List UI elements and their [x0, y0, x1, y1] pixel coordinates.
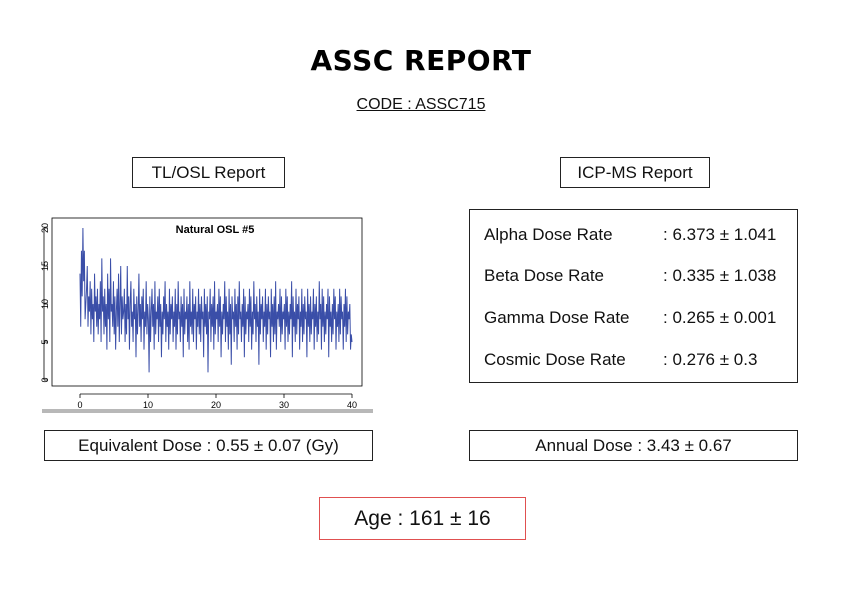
chart-underline	[42, 409, 373, 413]
x-tick-label: 0	[77, 400, 82, 410]
y-tick-label: 10	[40, 299, 50, 309]
series-line-0	[79, 227, 353, 373]
equivalent-dose: Equivalent Dose : 0.55 ± 0.07 (Gy)	[44, 430, 373, 461]
report-title: ASSC REPORT	[310, 44, 532, 77]
dose-rates-panel: Alpha Dose Rate : 6.373 ± 1.041 Beta Dos…	[469, 209, 798, 383]
x-tick-label: 20	[211, 400, 221, 410]
y-tick-label: 15	[40, 261, 50, 271]
annual-dose: Annual Dose : 3.43 ± 0.67	[469, 430, 798, 461]
dose-rate-value: : 6.373 ± 1.041	[663, 225, 777, 244]
tl-osl-heading: TL/OSL Report	[132, 157, 285, 188]
osl-chart: Natural OSL #5 0 10 20 30 40 0 5 10 15 20	[40, 217, 363, 410]
dose-rate-value: : 0.276 ± 0.3	[663, 350, 758, 369]
dose-rate-label: Cosmic Dose Rate	[484, 350, 626, 369]
report-code: CODE : ASSC715	[356, 96, 486, 113]
plot-frame	[51, 217, 363, 387]
x-tick-label: 40	[347, 400, 357, 410]
y-tick-label: 0	[40, 377, 50, 382]
icp-ms-heading: ICP-MS Report	[560, 157, 710, 188]
age-result: Age : 161 ± 16	[319, 497, 526, 540]
chart-title: Natural OSL #5	[176, 224, 255, 236]
dose-rate-label: Alpha Dose Rate	[484, 225, 613, 244]
y-tick-label: 5	[40, 339, 50, 344]
dose-rate-value: : 0.265 ± 0.001	[663, 308, 777, 327]
dose-rate-value: : 0.335 ± 1.038	[663, 266, 777, 285]
x-tick-label: 10	[143, 400, 153, 410]
y-tick-label: 20	[40, 223, 50, 233]
x-tick-label: 30	[279, 400, 289, 410]
dose-rate-label: Gamma Dose Rate	[484, 308, 630, 327]
dose-rate-label: Beta Dose Rate	[484, 266, 605, 285]
